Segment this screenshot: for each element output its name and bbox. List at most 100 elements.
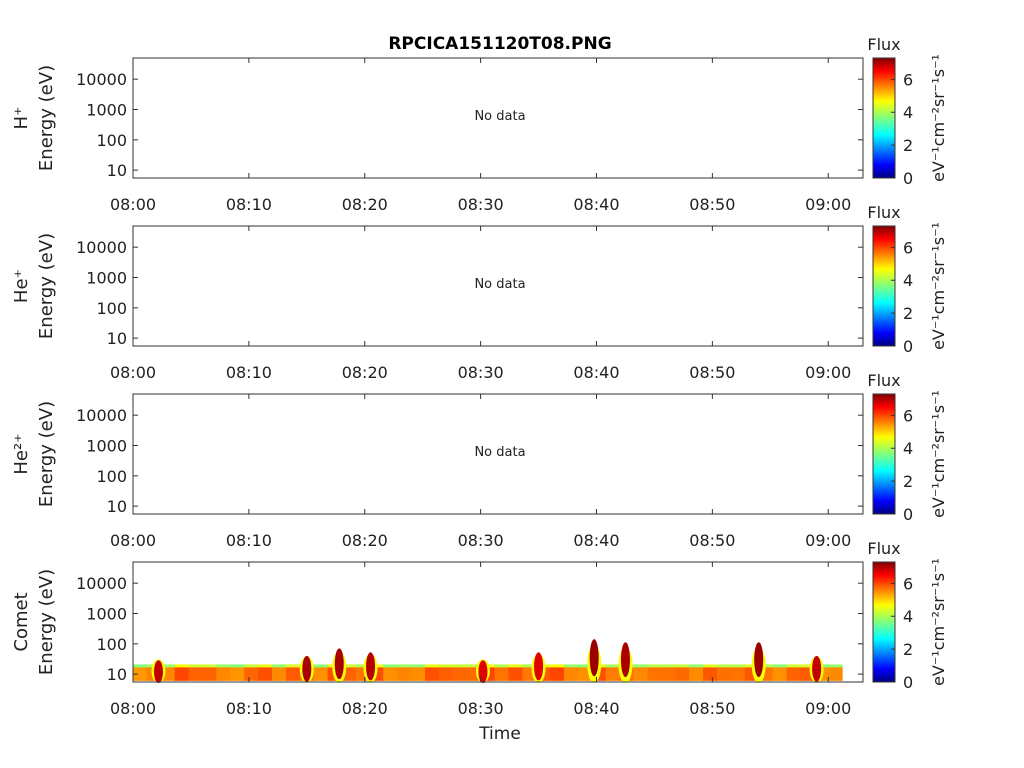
y-axis-unit: Energy (eV) xyxy=(36,569,57,675)
plot-frame xyxy=(132,393,864,515)
background-flux-cell xyxy=(202,666,217,681)
colorbar-tick-label: 0 xyxy=(903,337,913,356)
x-tick-label: 09:00 xyxy=(805,195,851,214)
background-flux-edge xyxy=(230,664,245,668)
x-tick-label: 08:10 xyxy=(226,195,272,214)
x-tick-label: 08:50 xyxy=(689,195,735,214)
x-tick-label: 08:40 xyxy=(573,195,619,214)
colorbar-tick-label: 0 xyxy=(903,169,913,188)
no-data-annotation: No data xyxy=(474,109,525,124)
y-axis-unit: Energy (eV) xyxy=(36,401,57,507)
y-tick-label: 1000 xyxy=(86,101,127,120)
background-flux-edge xyxy=(174,664,190,668)
background-flux-cell xyxy=(730,666,746,681)
colorbar xyxy=(872,57,896,179)
colorbar-tick-label: 4 xyxy=(903,271,913,290)
background-flux-edge xyxy=(383,664,398,668)
y-axis-unit: Energy (eV) xyxy=(36,65,57,171)
flux-blob xyxy=(153,660,163,684)
background-flux-edge xyxy=(466,664,482,668)
colorbar-tick-label: 2 xyxy=(903,472,913,491)
background-flux-cell xyxy=(397,666,412,681)
background-flux-cell xyxy=(564,666,579,681)
colorbar xyxy=(872,393,896,515)
x-tick-label: 09:00 xyxy=(805,363,851,382)
x-tick-label: 08:10 xyxy=(226,531,272,550)
background-flux-edge xyxy=(244,664,259,668)
y-axis-species: He²⁺ xyxy=(11,433,32,474)
x-axis-label: Time xyxy=(478,724,521,744)
colorbar-units: eV⁻¹cm⁻²sr⁻¹s⁻¹ xyxy=(929,390,948,518)
colorbar-tick-label: 6 xyxy=(903,406,913,425)
background-flux-cell xyxy=(703,666,718,681)
background-flux-edge xyxy=(397,664,412,668)
colorbar xyxy=(872,225,896,347)
no-data-annotation: No data xyxy=(474,277,525,292)
background-flux-cell xyxy=(508,666,523,681)
panel-heplus: 10 100 1000 10000 08:00 08:10 08:20 08:30 08:40 0… xyxy=(11,203,948,382)
y-axis-label: Comet Energy (eV) xyxy=(11,569,57,675)
x-tick-label: 08:40 xyxy=(573,363,619,382)
plot-frame xyxy=(132,225,864,347)
y-tick-label: 10 xyxy=(107,161,127,180)
background-flux-edge xyxy=(828,664,843,668)
colorbar-tick-label: 6 xyxy=(903,574,913,593)
background-flux-cell xyxy=(216,666,231,681)
background-flux-cell xyxy=(675,666,690,681)
background-flux-cell xyxy=(425,666,440,681)
y-axis-species: He⁺ xyxy=(11,269,32,303)
x-tick-label: 08:20 xyxy=(342,531,388,550)
panel-hplus: 10 100 1000 10000 08:00 08:10 08:20 08:30 08:40 0… xyxy=(11,35,948,214)
colorbar-tick-label: 6 xyxy=(903,238,913,257)
background-flux-edge xyxy=(508,664,523,668)
y-tick-label: 10 xyxy=(107,665,127,684)
x-tick-label: 08:50 xyxy=(689,363,735,382)
y-tick-label: 100 xyxy=(96,131,127,150)
background-flux-edge xyxy=(758,664,774,668)
y-tick-label: 100 xyxy=(96,635,127,654)
x-tick-label: 09:00 xyxy=(805,699,851,718)
background-flux-edge xyxy=(522,664,537,668)
colorbar-title: Flux xyxy=(867,539,900,558)
background-flux-cell xyxy=(188,666,204,681)
background-flux-cell xyxy=(689,666,704,681)
background-flux-edge xyxy=(494,664,509,668)
x-tick-label: 08:30 xyxy=(458,699,504,718)
y-tick-label: 1000 xyxy=(86,269,127,288)
x-tick-label: 08:10 xyxy=(226,363,272,382)
background-flux-edge xyxy=(313,664,329,668)
flux-blob xyxy=(754,642,764,678)
background-flux-edge xyxy=(216,664,231,668)
background-flux-cell xyxy=(550,666,565,681)
background-flux-edge xyxy=(285,664,301,668)
y-tick-label: 1000 xyxy=(86,605,127,624)
x-tick-label: 08:40 xyxy=(573,699,619,718)
x-tick-label: 08:00 xyxy=(110,531,156,550)
colorbar-title: Flux xyxy=(867,203,900,222)
background-flux-edge xyxy=(355,664,370,668)
background-flux-cell xyxy=(174,666,190,681)
x-tick-label: 08:20 xyxy=(342,363,388,382)
x-tick-label: 08:20 xyxy=(342,195,388,214)
colorbar-tick-label: 2 xyxy=(903,304,913,323)
x-tick-label: 08:00 xyxy=(110,699,156,718)
y-tick-label: 10000 xyxy=(76,574,127,593)
background-flux-cell xyxy=(828,666,843,681)
colorbar-units: eV⁻¹cm⁻²sr⁻¹s⁻¹ xyxy=(929,54,948,182)
flux-blob xyxy=(366,652,376,681)
background-flux-cell xyxy=(244,666,259,681)
y-tick-label: 10 xyxy=(107,497,127,516)
panel-comet: 10 100 1000 10000 08:00 08:10 08:20 08:30 08:40 0… xyxy=(11,539,948,718)
no-data-annotation: No data xyxy=(474,445,525,460)
background-flux-cell xyxy=(285,666,301,681)
background-flux-edge xyxy=(772,664,788,668)
flux-blob xyxy=(334,648,344,680)
background-flux-edge xyxy=(341,664,356,668)
y-axis-unit: Energy (eV) xyxy=(36,233,57,339)
flux-blob xyxy=(302,655,312,682)
y-axis-label: He⁺ Energy (eV) xyxy=(11,233,57,339)
colorbar-tick-label: 0 xyxy=(903,673,913,692)
colorbar-tick-label: 0 xyxy=(903,505,913,524)
background-flux-edge xyxy=(438,664,454,668)
panel-he2plus: 10 100 1000 10000 08:00 08:10 08:20 08:30 08:40 0… xyxy=(11,371,948,550)
